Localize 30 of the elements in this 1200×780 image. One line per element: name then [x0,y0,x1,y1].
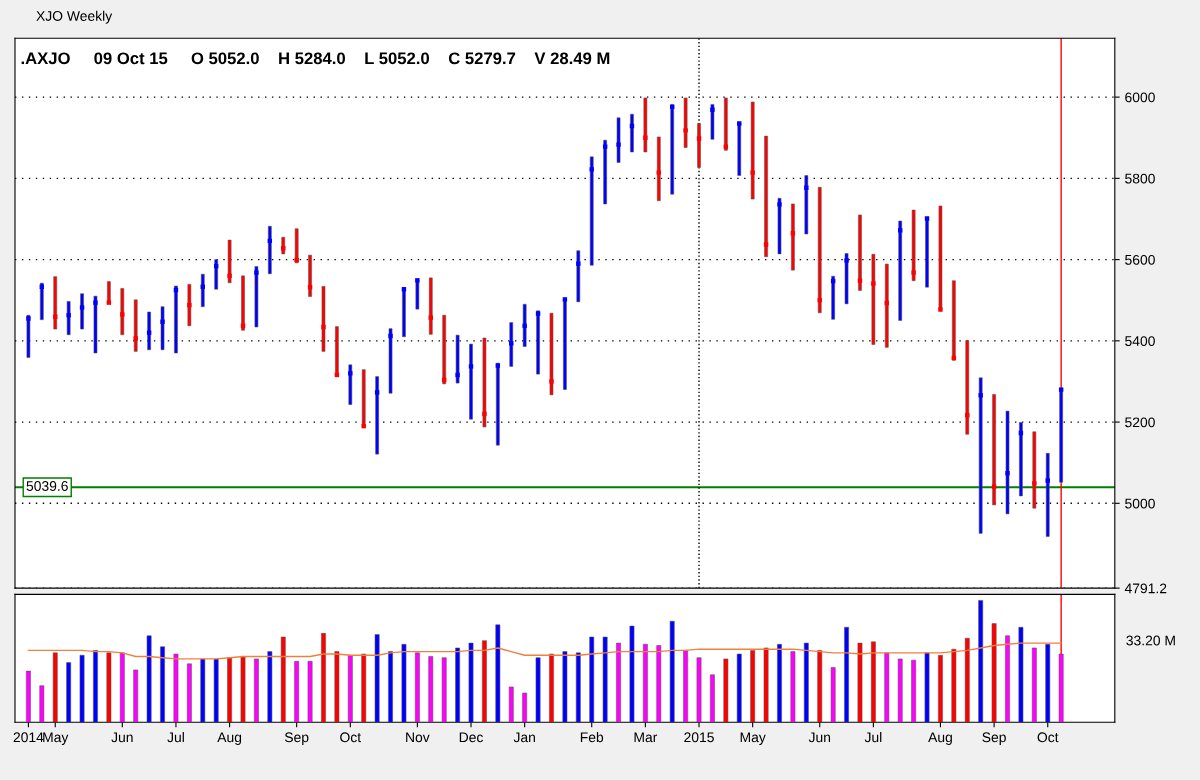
y-tick-label: 6000 [1125,92,1155,103]
x-tick-label: Feb [580,732,604,743]
x-tick-label: Sep [284,732,309,745]
x-tick-label: Aug [217,732,242,745]
x-tick-label: Jan [513,732,535,743]
x-tick-label: Aug [928,732,952,745]
x-tick-label: Dec [459,732,483,743]
y-tick-label: 4791.2 [1124,583,1167,594]
y-tick-label: 5800 [1125,173,1155,184]
text: 33.20 M [1126,635,1175,646]
chart-title: XJO Weekly [36,10,113,24]
x-tick-label: Sep [982,732,1006,745]
y-tick-label: 5400 [1125,336,1155,346]
ref-line-label: 5039.6 [26,481,68,491]
x-tick-label: Oct [1037,732,1059,743]
text: .AXJO 09 Oct 15 O 5052.0 H 5284.0 L 5052.0 C 5279.7 V 28.49 M [21,52,610,65]
x-tick-label: Jun [808,732,831,743]
x-tick-label: Mar [634,732,658,743]
x-tick-label: Jun [111,732,133,743]
x-tick-label: May [740,732,766,745]
x-tick-label: Oct [340,732,362,743]
y-tick-label: 5000 [1125,498,1155,509]
x-tick-label: Nov [406,732,430,743]
x-tick-label: Jul [167,732,184,743]
y-tick-label: 5200 [1125,417,1155,428]
x-tick-label: Jul [864,732,882,743]
x-tick-label: 2015 [684,732,714,743]
x-tick-label: May [43,732,69,745]
x-tick-label: 2014 [13,732,44,743]
y-tick-label: 5600 [1125,254,1155,265]
